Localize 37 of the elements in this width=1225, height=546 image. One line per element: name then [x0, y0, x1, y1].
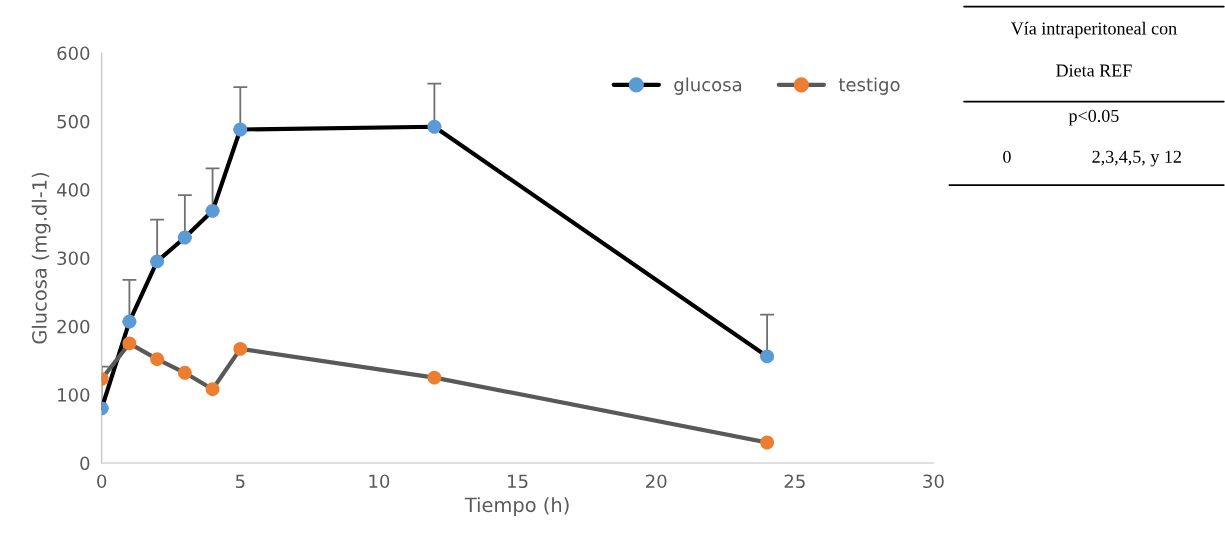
y-axis-title: Glucosa (mg.dl-1) [31, 172, 51, 344]
x-tick-label: 25 [784, 474, 805, 489]
y-tick-label: 300 [57, 251, 90, 266]
point [233, 341, 248, 356]
point [150, 352, 165, 367]
y-tick-label: 0 [80, 456, 90, 471]
x-tick-label: 15 [508, 474, 528, 489]
point [177, 365, 192, 380]
x-tick-label: 5 [235, 474, 245, 489]
text: Vía intraperitoneal con [1010, 21, 1177, 39]
point [122, 314, 137, 329]
point [760, 349, 775, 364]
y-tick-label: 200 [57, 319, 90, 334]
x-tick-label: 10 [369, 474, 390, 489]
point [760, 435, 775, 450]
text: p<0.05 [1068, 109, 1119, 126]
legend-label: glucosa [674, 77, 742, 95]
point [150, 254, 165, 269]
text: 0 [1003, 150, 1011, 163]
y-tick-label: 500 [57, 114, 90, 129]
point [427, 119, 442, 134]
text: Dieta REF [1056, 64, 1132, 77]
y-tick-label: 400 [56, 183, 90, 197]
point [427, 370, 442, 385]
point [205, 203, 220, 218]
x-tick-label: 0 [97, 474, 107, 489]
x-axis-title: Tiempo (h) [464, 497, 569, 516]
point [205, 382, 220, 397]
point [177, 230, 192, 245]
legend-label: testigo [838, 77, 900, 95]
text: 2,3,4,5, y 12 [1092, 150, 1181, 167]
point [233, 122, 248, 137]
x-tick-label: 20 [646, 474, 667, 489]
y-tick-label: 100 [58, 388, 90, 402]
x-tick-label: 30 [923, 474, 944, 489]
y-tick-label: 600 [57, 46, 90, 61]
point [122, 336, 137, 351]
